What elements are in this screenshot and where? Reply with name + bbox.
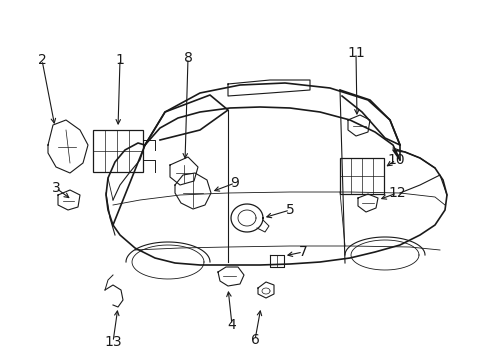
Text: 9: 9 bbox=[230, 176, 239, 190]
Text: 13: 13 bbox=[104, 335, 122, 349]
Text: 12: 12 bbox=[387, 186, 405, 200]
Text: 8: 8 bbox=[183, 51, 192, 65]
Text: 11: 11 bbox=[346, 46, 364, 60]
Text: 3: 3 bbox=[52, 181, 60, 195]
Text: 6: 6 bbox=[250, 333, 259, 347]
Text: 4: 4 bbox=[227, 318, 236, 332]
Text: 2: 2 bbox=[38, 53, 46, 67]
Text: 7: 7 bbox=[298, 245, 307, 259]
Text: 1: 1 bbox=[115, 53, 124, 67]
Bar bbox=[93, 130, 142, 172]
Text: 10: 10 bbox=[386, 153, 404, 167]
Text: 5: 5 bbox=[285, 203, 294, 217]
Bar bbox=[339, 158, 383, 194]
